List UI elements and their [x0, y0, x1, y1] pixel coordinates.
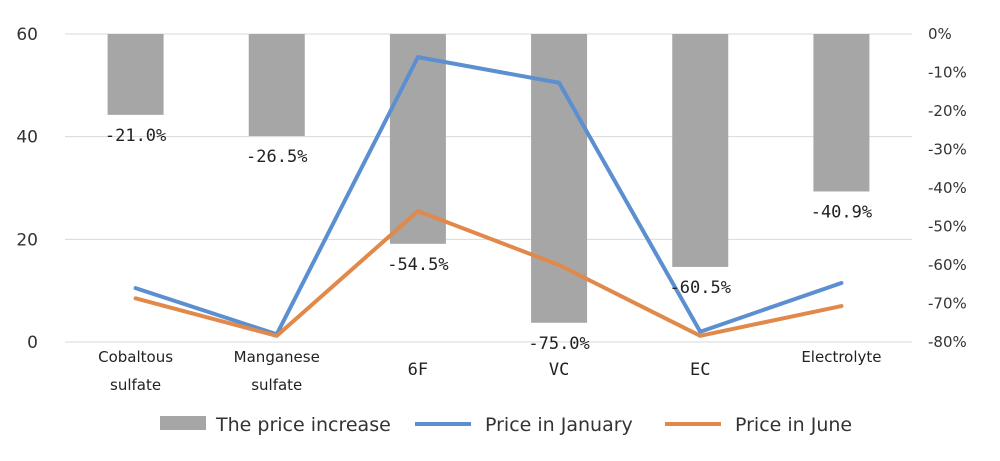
- bar: [672, 34, 729, 267]
- bar: [248, 34, 305, 137]
- series-line: [133, 55, 844, 337]
- legend-swatch: [160, 416, 206, 430]
- category-label: 6F: [408, 360, 428, 380]
- bar-data-label: -54.5%: [387, 255, 448, 275]
- legend-item: Price in June: [665, 414, 852, 436]
- right-axis-tick-label: -50%: [928, 218, 967, 236]
- right-axis-tick-label: -30%: [928, 141, 967, 159]
- legend-label: The price increase: [215, 414, 391, 436]
- legend-label: Price in June: [735, 414, 852, 436]
- right-axis-tick-label: -60%: [928, 256, 967, 274]
- legend-item: Price in January: [415, 414, 633, 436]
- category-label: Manganese sulfate: [234, 348, 320, 394]
- right-axis-tick-label: -10%: [928, 64, 967, 82]
- bar-data-labels: -21.0% -26.5% -54.5% -75.0% -60.5% -40.9%: [105, 126, 872, 354]
- bar-data-label: -60.5%: [670, 278, 731, 298]
- right-axis-tick-label: -20%: [928, 102, 967, 120]
- left-axis-tick-label: 40: [16, 128, 38, 148]
- bar-data-label: -21.0%: [105, 126, 166, 146]
- category-label: EC: [690, 360, 710, 380]
- bar: [813, 34, 870, 192]
- left-axis-tick-label: 60: [16, 25, 38, 45]
- right-axis-ticks: 0% -10% -20% -30% -40% -50% -60% -70% -80%: [928, 25, 967, 351]
- line-series: [133, 55, 844, 338]
- legend-label: Price in January: [485, 414, 633, 436]
- left-axis-tick-label: 20: [16, 230, 38, 250]
- legend: The price increase Price in January Price …: [160, 414, 852, 436]
- legend-item: The price increase: [160, 414, 391, 436]
- bar-data-label: -40.9%: [811, 202, 872, 222]
- category-label: Electrolyte: [801, 348, 881, 366]
- category-labels: Cobaltous sulfate Manganese sulfate 6F VC EC El…: [98, 348, 881, 394]
- bar-data-label: -75.0%: [528, 334, 589, 354]
- right-axis-tick-label: -80%: [928, 333, 967, 351]
- right-axis-tick-label: -40%: [928, 179, 967, 197]
- gridlines: [65, 33, 912, 343]
- bar-series: [107, 34, 870, 323]
- bar-data-label: -26.5%: [246, 147, 307, 167]
- left-axis-ticks: 0 20 40 60: [16, 25, 38, 353]
- series-line: [133, 209, 844, 338]
- category-label: Cobaltous sulfate: [98, 348, 173, 394]
- bar: [389, 34, 446, 244]
- right-axis-tick-label: -70%: [928, 295, 967, 313]
- right-axis-tick-label: 0%: [928, 25, 952, 43]
- left-axis-tick-label: 0: [27, 333, 38, 353]
- category-label: VC: [549, 360, 569, 380]
- bar: [107, 34, 164, 115]
